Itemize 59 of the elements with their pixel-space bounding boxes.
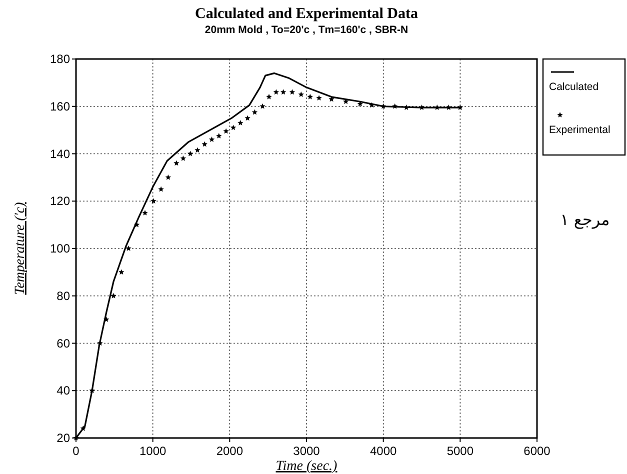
x-tick-label: 5000 [446,444,474,458]
point [260,103,266,109]
point [216,132,222,138]
legend-label: Calculated [549,81,599,93]
point [80,426,86,431]
point [446,104,452,110]
point [223,128,229,134]
point [457,104,464,110]
point [180,155,186,161]
point [187,150,194,156]
point [298,92,304,97]
point [208,136,215,142]
y-axis-title: Temperature ('c) [13,202,28,295]
chart-subtitle: 20mm Mold , To=20'c , Tm=160'c , SBR-N [204,24,408,36]
point [392,103,398,109]
point [110,292,116,298]
point [230,124,236,130]
point [252,109,258,115]
point [89,388,95,394]
point [289,89,296,95]
x-tick-label: 2000 [216,444,244,458]
x-tick-label: 4000 [370,444,398,458]
point [126,246,132,251]
y-tick-label: 100 [50,242,70,256]
point [418,104,425,110]
y-tick-label: 160 [50,99,70,114]
y-tick-label: 120 [50,194,70,208]
x-tick-label: 0 [72,444,80,458]
x-axis-title: Time (sec.) [276,459,338,474]
x-tick-label: 6000 [524,444,551,458]
point [307,94,313,100]
point [328,96,334,102]
point [434,104,440,110]
point [238,120,244,126]
point [104,316,110,322]
point [266,94,272,100]
y-tick-label: 140 [50,146,70,161]
point [142,210,148,216]
x-tick-label: 1000 [139,444,167,458]
point [174,160,180,166]
chart-title: Calculated and Experimental Data [195,6,418,22]
point [202,141,208,147]
point [316,95,322,101]
point [158,186,164,192]
text: مرجع ١ [560,210,610,229]
y-tick-label: 60 [56,336,70,350]
point [273,89,279,95]
y-tick-label: 20 [56,431,70,445]
y-tick-label: 40 [56,384,70,398]
y-tick-label: 180 [50,52,70,66]
point [194,147,200,153]
y-tick-label: 80 [56,288,70,303]
point [118,269,124,275]
legend-label: Experimental [549,124,610,136]
point [165,174,172,180]
point [150,198,156,204]
point [244,115,250,121]
x-tick-label: 3000 [293,444,320,458]
point [280,89,286,95]
